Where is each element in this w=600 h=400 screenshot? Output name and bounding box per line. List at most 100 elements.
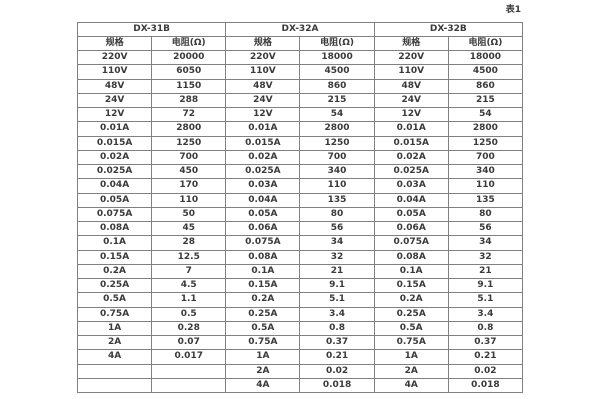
- spec-cell: 0.05A: [225, 206, 301, 223]
- resistance-cell: 3.4: [299, 306, 375, 322]
- table-row: 0.08A 45 0.06A 56 0.06A 56: [76, 220, 524, 237]
- spec-cell: 0.05A: [76, 192, 153, 208]
- spec-cell: 12V: [76, 106, 153, 123]
- resistance-cell: [151, 377, 227, 394]
- spec-cell: 0.15A: [373, 277, 449, 294]
- spec-cell: 0.06A: [373, 220, 449, 237]
- spec-cell: 1A: [76, 320, 153, 337]
- resistance-cell: 170: [151, 178, 227, 194]
- resistance-cell: 3.4: [447, 306, 524, 322]
- resistance-cell: 20000: [151, 49, 227, 66]
- resistance-cell: 0.8: [299, 320, 375, 337]
- table-row: 110V 6050 110V 4500 110V 4500: [76, 64, 524, 80]
- spec-cell: 0.02A: [225, 149, 301, 166]
- resistance-cell: 0.37: [299, 334, 375, 351]
- spec-cell: 0.75A: [373, 334, 449, 351]
- resistance-cell: 0.018: [447, 377, 524, 394]
- group-header: DX-32A: [225, 22, 375, 37]
- spec-cell: 0.06A: [225, 220, 301, 237]
- resistance-spec-table: DX-31B DX-32A DX-32B 规格 电阻(Ω) 规格 电阻(Ω) 规格 电阻(Ω)…: [76, 22, 524, 394]
- spec-cell: 48V: [373, 78, 449, 94]
- spec-cell: 0.04A: [225, 192, 301, 208]
- group-header: DX-31B: [76, 22, 227, 37]
- spec-cell: 0.1A: [76, 235, 153, 251]
- table-row: 0.15A 12.5 0.08A 32 0.08A 32: [76, 249, 524, 265]
- resistance-cell: 0.21: [447, 349, 524, 365]
- spec-cell: 4A: [373, 377, 449, 394]
- resistance-cell: 0.07: [151, 334, 227, 351]
- group-header: DX-32B: [373, 22, 524, 37]
- spec-cell: 4A: [225, 377, 301, 394]
- spec-header: 规格: [76, 36, 153, 51]
- table-body: 220V 20000 220V 18000 220V 18000 110V 6050 110V 4…: [76, 49, 524, 394]
- resistance-cell: 0.02: [299, 363, 375, 379]
- spec-cell: 0.03A: [373, 178, 449, 194]
- resistance-cell: 700: [447, 149, 524, 166]
- spec-cell: 0.08A: [373, 249, 449, 265]
- table-row: 0.02A 700 0.02A 700 0.02A 700: [76, 149, 524, 166]
- resistance-cell: 34: [447, 235, 524, 251]
- resistance-cell: 5.1: [299, 292, 375, 308]
- spec-cell: 0.01A: [373, 121, 449, 137]
- spec-cell: 0.015A: [76, 135, 153, 151]
- resistance-cell: 110: [447, 178, 524, 194]
- resistance-cell: 32: [299, 249, 375, 265]
- resistance-cell: 215: [447, 92, 524, 109]
- resistance-cell: 1250: [151, 135, 227, 151]
- resistance-cell: 9.1: [299, 277, 375, 294]
- resistance-header: 电阻(Ω): [447, 36, 524, 51]
- resistance-cell: 5.1: [447, 292, 524, 308]
- table-row: 4A 0.017 1A 0.21 1A 0.21: [76, 349, 524, 365]
- table-row: 2A 0.07 0.75A 0.37 0.75A 0.37: [76, 334, 524, 351]
- resistance-cell: 110: [299, 178, 375, 194]
- resistance-cell: 1250: [447, 135, 524, 151]
- resistance-cell: 7: [151, 263, 227, 280]
- resistance-cell: 9.1: [447, 277, 524, 294]
- spec-cell: 220V: [76, 49, 153, 66]
- resistance-cell: 0.02: [447, 363, 524, 379]
- resistance-cell: 0.28: [151, 320, 227, 337]
- resistance-cell: 340: [447, 163, 524, 180]
- spec-cell: 4A: [76, 349, 153, 365]
- resistance-cell: 700: [299, 149, 375, 166]
- resistance-cell: 450: [151, 163, 227, 180]
- spec-cell: 1A: [225, 349, 301, 365]
- resistance-cell: 4500: [447, 64, 524, 80]
- resistance-cell: 12.5: [151, 249, 227, 265]
- spec-cell: 0.015A: [373, 135, 449, 151]
- spec-cell: 0.075A: [225, 235, 301, 251]
- spec-cell: 0.25A: [225, 306, 301, 322]
- resistance-cell: 34: [299, 235, 375, 251]
- table-row: 1A 0.28 0.5A 0.8 0.5A 0.8: [76, 320, 524, 337]
- resistance-header: 电阻(Ω): [299, 36, 375, 51]
- table-caption: 表1: [505, 5, 521, 15]
- resistance-cell: 700: [151, 149, 227, 166]
- spec-cell: 0.02A: [373, 149, 449, 166]
- resistance-cell: 135: [299, 192, 375, 208]
- spec-cell: [76, 377, 153, 394]
- resistance-cell: 1150: [151, 78, 227, 94]
- resistance-cell: 28: [151, 235, 227, 251]
- spec-cell: 0.1A: [373, 263, 449, 280]
- spec-cell: 0.75A: [225, 334, 301, 351]
- resistance-cell: 2800: [151, 121, 227, 137]
- spec-cell: 0.025A: [225, 163, 301, 180]
- spec-cell: 0.25A: [76, 277, 153, 294]
- resistance-cell: 215: [299, 92, 375, 109]
- spec-cell: 0.2A: [76, 263, 153, 280]
- spec-cell: 1A: [373, 349, 449, 365]
- resistance-cell: 54: [299, 106, 375, 123]
- spec-cell: 0.75A: [76, 306, 153, 322]
- resistance-cell: 45: [151, 220, 227, 237]
- resistance-cell: 110: [151, 192, 227, 208]
- spec-cell: 0.03A: [225, 178, 301, 194]
- spec-cell: 48V: [225, 78, 301, 94]
- resistance-cell: 1250: [299, 135, 375, 151]
- resistance-cell: 0.37: [447, 334, 524, 351]
- table-row: 0.01A 2800 0.01A 2800 0.01A 2800: [76, 121, 524, 137]
- resistance-cell: 56: [447, 220, 524, 237]
- table-row: 0.25A 4.5 0.15A 9.1 0.15A 9.1: [76, 277, 524, 294]
- table-row: 0.075A 50 0.05A 80 0.05A 80: [76, 206, 524, 223]
- spec-cell: 0.05A: [373, 206, 449, 223]
- spec-cell: 220V: [225, 49, 301, 66]
